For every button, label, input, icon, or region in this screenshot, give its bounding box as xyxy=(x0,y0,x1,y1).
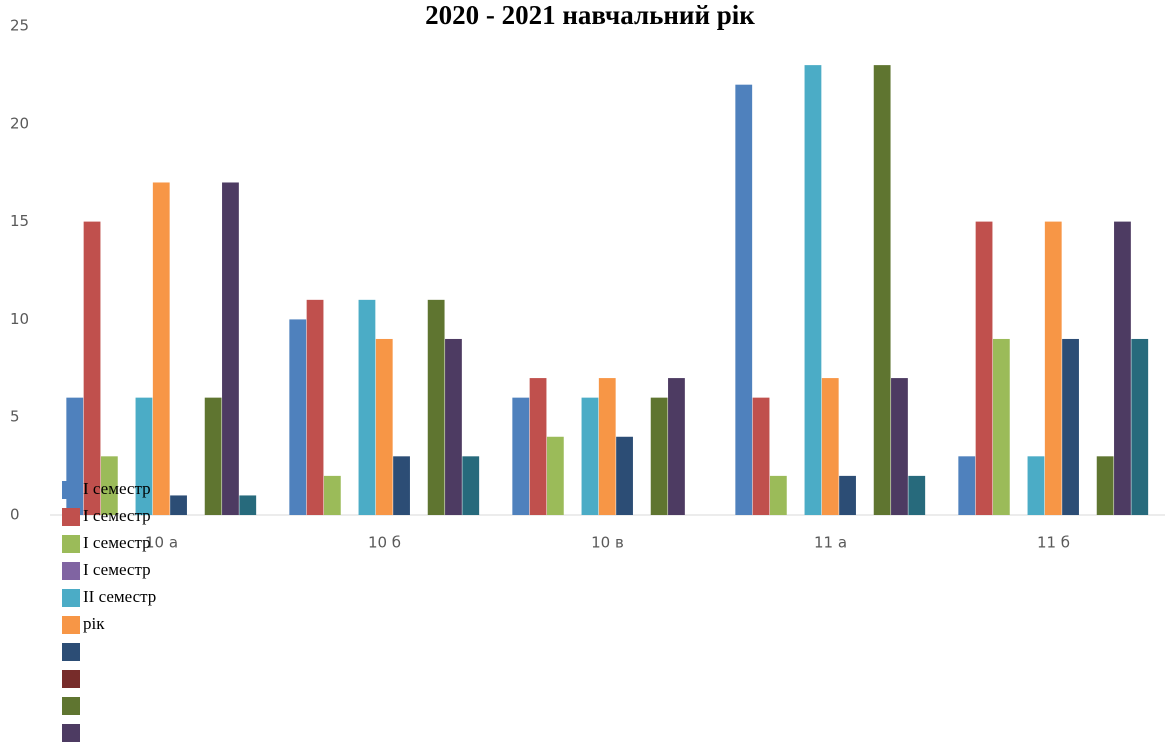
bar xyxy=(323,475,341,515)
legend-swatch xyxy=(62,724,80,742)
bar xyxy=(1096,456,1114,515)
bar xyxy=(289,319,307,515)
bar xyxy=(908,475,926,515)
legend-label: І семестр xyxy=(83,479,151,498)
legend-label: І семестр xyxy=(83,533,151,552)
bar xyxy=(650,397,668,515)
bar xyxy=(891,378,908,515)
y-tick-label: 20 xyxy=(10,114,29,132)
bar xyxy=(393,456,410,515)
bar xyxy=(100,456,118,515)
bar xyxy=(462,456,480,515)
bar xyxy=(170,495,187,515)
x-tick-label: 10 б xyxy=(368,534,401,552)
bar xyxy=(598,378,616,515)
y-tick-label: 25 xyxy=(10,17,29,35)
bar xyxy=(1062,338,1079,515)
y-tick-label: 10 xyxy=(10,310,29,328)
bar xyxy=(804,65,822,516)
bar xyxy=(1044,221,1062,515)
bar xyxy=(375,338,393,515)
bar xyxy=(427,299,445,515)
bar xyxy=(445,338,462,515)
legend-swatch xyxy=(62,508,80,526)
legend-label: ІІ семестр xyxy=(83,587,156,606)
bar xyxy=(752,397,770,515)
bar xyxy=(512,397,530,515)
legend-swatch xyxy=(62,670,80,688)
bar xyxy=(581,397,599,515)
legend-swatch xyxy=(62,616,80,634)
bar xyxy=(529,378,547,515)
legend-label: І семестр xyxy=(83,506,151,525)
bar xyxy=(135,397,153,515)
bar xyxy=(668,378,685,515)
bar xyxy=(83,221,101,515)
x-tick-label: 11 а xyxy=(814,534,847,552)
y-tick-label: 15 xyxy=(10,212,29,230)
bar xyxy=(975,221,993,515)
bar xyxy=(873,65,891,516)
x-tick-label: 10 в xyxy=(591,534,624,552)
legend-swatch xyxy=(62,481,80,499)
x-tick-label: 11 б xyxy=(1037,534,1070,552)
x-tick-label: 10 а xyxy=(145,534,178,552)
y-tick-label: 5 xyxy=(10,408,20,426)
bar xyxy=(239,495,257,515)
bar xyxy=(152,182,170,516)
bar xyxy=(735,84,753,516)
legend-swatch xyxy=(62,697,80,715)
legend-swatch xyxy=(62,589,80,607)
bar xyxy=(204,397,222,515)
bar xyxy=(1027,456,1045,515)
bar xyxy=(358,299,376,515)
bar xyxy=(616,436,633,515)
legend-swatch xyxy=(62,535,80,553)
bar xyxy=(306,299,324,515)
bar xyxy=(222,182,239,516)
bar xyxy=(839,475,856,515)
bar xyxy=(1131,338,1149,515)
legend-label: І семестр xyxy=(83,560,151,579)
y-tick-label: 0 xyxy=(10,506,20,524)
legend-label: рік xyxy=(83,614,105,633)
bar xyxy=(769,475,787,515)
bar xyxy=(958,456,976,515)
bar xyxy=(992,338,1010,515)
legend-swatch xyxy=(62,562,80,580)
legend-swatch xyxy=(62,643,80,661)
chart-title: 2020 - 2021 навчальний рік xyxy=(425,0,755,30)
bar xyxy=(546,436,564,515)
bar xyxy=(821,378,839,515)
bar xyxy=(1114,221,1131,515)
